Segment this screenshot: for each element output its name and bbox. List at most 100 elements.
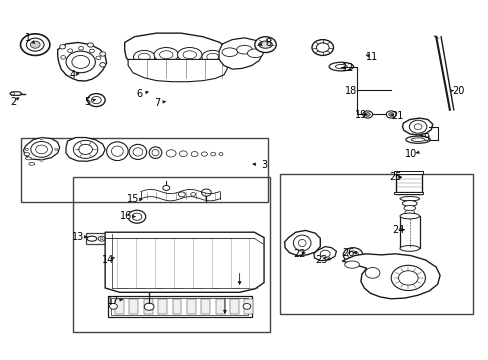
Text: 13: 13 (72, 232, 84, 242)
Circle shape (408, 120, 426, 133)
Bar (20, 138, 267, 202)
Ellipse shape (399, 197, 419, 201)
Bar (201, 299, 210, 314)
Ellipse shape (247, 49, 263, 58)
Circle shape (390, 265, 425, 291)
Circle shape (87, 94, 105, 107)
Circle shape (109, 303, 117, 309)
Bar (186, 299, 195, 314)
Text: 7: 7 (154, 98, 160, 108)
Circle shape (96, 56, 101, 60)
Ellipse shape (404, 210, 414, 215)
Text: 18: 18 (344, 86, 357, 96)
Text: 25: 25 (388, 172, 401, 182)
Bar (111, 298, 247, 315)
Polygon shape (284, 230, 320, 256)
Ellipse shape (335, 64, 346, 69)
Text: 14: 14 (102, 255, 115, 265)
Circle shape (243, 303, 250, 309)
Text: 19: 19 (354, 110, 366, 120)
Circle shape (316, 43, 328, 52)
Circle shape (36, 145, 47, 154)
Circle shape (67, 49, 72, 53)
Circle shape (100, 238, 103, 240)
Ellipse shape (183, 51, 196, 59)
Ellipse shape (29, 162, 35, 165)
Text: 1: 1 (25, 33, 31, 43)
Circle shape (365, 267, 379, 278)
Circle shape (100, 52, 105, 56)
Circle shape (362, 111, 372, 118)
Circle shape (79, 46, 83, 50)
Ellipse shape (154, 48, 178, 62)
Bar (215, 299, 224, 314)
Text: 8: 8 (264, 38, 270, 48)
Ellipse shape (87, 236, 97, 241)
Circle shape (320, 250, 329, 257)
Bar (129, 299, 138, 314)
Bar (244, 299, 253, 314)
Polygon shape (124, 33, 228, 79)
Polygon shape (23, 138, 60, 160)
Circle shape (210, 152, 215, 156)
Polygon shape (128, 59, 227, 82)
Text: 26: 26 (341, 248, 354, 258)
Circle shape (98, 236, 105, 241)
Text: 2: 2 (11, 96, 17, 107)
Circle shape (190, 193, 195, 196)
Bar (230, 299, 239, 314)
Polygon shape (58, 42, 106, 81)
Circle shape (100, 63, 105, 67)
Ellipse shape (410, 138, 424, 141)
Ellipse shape (328, 62, 353, 71)
Circle shape (388, 113, 393, 116)
Ellipse shape (222, 48, 237, 57)
Circle shape (91, 96, 101, 104)
Circle shape (201, 152, 207, 156)
Bar (393, 192, 423, 194)
Circle shape (343, 248, 362, 262)
Ellipse shape (159, 51, 173, 59)
Text: 11: 11 (365, 52, 377, 62)
Ellipse shape (402, 201, 416, 206)
Text: 24: 24 (391, 225, 404, 235)
Ellipse shape (111, 146, 123, 156)
Circle shape (89, 49, 94, 53)
Circle shape (365, 113, 369, 116)
Circle shape (20, 34, 50, 55)
Circle shape (72, 55, 89, 68)
Ellipse shape (399, 213, 419, 219)
Ellipse shape (133, 148, 142, 156)
Ellipse shape (202, 50, 223, 63)
Text: 3: 3 (261, 160, 266, 170)
Text: 21: 21 (390, 111, 403, 121)
Text: 23: 23 (315, 255, 327, 265)
Text: 22: 22 (292, 249, 305, 259)
Ellipse shape (177, 48, 202, 62)
Circle shape (73, 140, 98, 158)
Circle shape (26, 38, 44, 51)
Ellipse shape (344, 261, 359, 268)
Polygon shape (402, 118, 432, 135)
Circle shape (31, 141, 52, 157)
Text: 10: 10 (404, 149, 416, 159)
Bar (115, 299, 123, 314)
Ellipse shape (403, 206, 415, 211)
Ellipse shape (25, 157, 31, 160)
Circle shape (60, 45, 65, 49)
Circle shape (66, 51, 95, 73)
Polygon shape (10, 92, 22, 95)
Ellipse shape (133, 50, 155, 63)
Circle shape (30, 41, 40, 48)
Circle shape (166, 150, 176, 157)
Circle shape (144, 303, 154, 310)
Ellipse shape (106, 142, 128, 161)
Ellipse shape (149, 147, 162, 158)
Circle shape (128, 210, 145, 223)
Polygon shape (105, 232, 264, 292)
Bar (143, 299, 152, 314)
Polygon shape (66, 138, 105, 161)
Ellipse shape (236, 45, 252, 54)
Text: 5: 5 (84, 96, 90, 107)
Polygon shape (219, 38, 263, 69)
